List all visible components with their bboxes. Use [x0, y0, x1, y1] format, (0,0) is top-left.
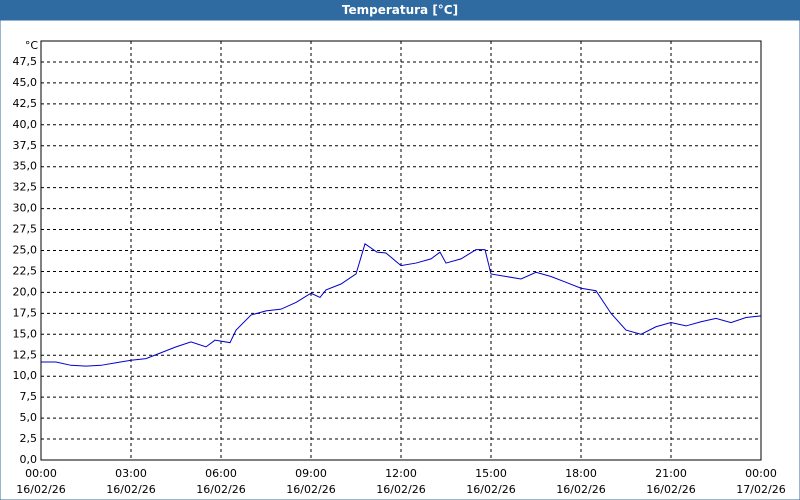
chart-title: Temperatura [°C]: [0, 0, 800, 20]
y-tick-label: 42,5: [13, 97, 38, 110]
x-tick-label: 00:00: [745, 467, 777, 480]
y-tick-label: 47,5: [13, 55, 38, 68]
y-tick-label: 35,0: [13, 160, 38, 173]
y-unit: °C: [25, 39, 39, 52]
y-tick-label: 25,0: [13, 244, 38, 257]
y-tick-label: 10,0: [13, 369, 38, 382]
y-tick-label: 22,5: [13, 264, 38, 277]
y-tick-label: 27,5: [13, 223, 38, 236]
y-tick-label: 15,0: [13, 327, 38, 340]
x-tick-date: 16/02/26: [106, 483, 155, 496]
chart: °C 0,0 2,5 5,0 7,5 10,0 12,5 15,0 17,5 20,0 22,5 2…: [0, 20, 800, 500]
y-tick-label: 32,5: [13, 181, 38, 194]
x-tick-label: 15:00: [475, 467, 507, 480]
y-tick-label: 0,0: [20, 453, 38, 466]
x-tick-label: 06:00: [205, 467, 237, 480]
x-tick-label: 00:00: [25, 467, 57, 480]
x-tick-date: 17/02/26: [736, 483, 785, 496]
y-tick-label: 30,0: [13, 202, 38, 215]
x-tick-date: 16/02/26: [16, 483, 65, 496]
line: [41, 242, 762, 367]
y-tick-label: 37,5: [13, 139, 38, 152]
x-tick-date: 16/02/26: [466, 483, 515, 496]
x-tick-date: 16/02/26: [556, 483, 605, 496]
y-tick-label: 20,0: [13, 285, 38, 298]
x-tick-date: 16/02/26: [286, 483, 335, 496]
y-tick-label: 5,0: [20, 411, 38, 424]
x-tick-date: 16/02/26: [376, 483, 425, 496]
y-tick-label: 7,5: [20, 390, 38, 403]
y-tick-label: 2,5: [20, 432, 38, 445]
y-tick-label: 17,5: [13, 306, 38, 319]
x-tick-label: 03:00: [115, 467, 147, 480]
x-tick-date: 16/02/26: [646, 483, 695, 496]
x-tick-date: 16/02/26: [196, 483, 245, 496]
y-tick-label: 12,5: [13, 348, 38, 361]
x-tick-label: 09:00: [295, 467, 327, 480]
x-tick-label: 12:00: [385, 467, 417, 480]
y-tick-label: 45,0: [13, 76, 38, 89]
x-tick-label: 21:00: [655, 467, 687, 480]
x-tick-label: 18:00: [565, 467, 597, 480]
y-tick-label: 40,0: [13, 118, 38, 131]
